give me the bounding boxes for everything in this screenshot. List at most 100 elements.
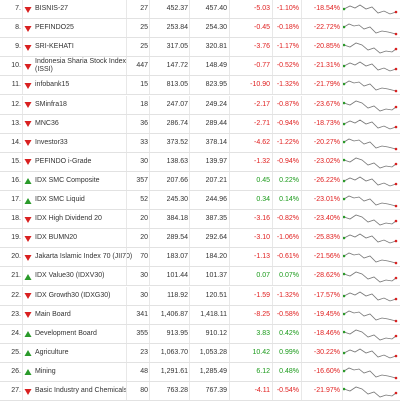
rank: 12. [11, 100, 21, 108]
column-divider [126, 248, 127, 267]
change-pct: 0.99% [279, 348, 299, 356]
sparkline [343, 214, 398, 226]
column-divider [272, 362, 273, 381]
last-value: 207.66 [166, 176, 188, 184]
change-pct: -0.58% [276, 310, 299, 318]
index-name: IDX BUMN20 [35, 234, 78, 242]
prev-value: 823.95 [205, 81, 227, 89]
arrow [24, 44, 32, 51]
column-divider [229, 362, 230, 381]
sparkline-path [343, 42, 397, 54]
table-row: 7. BISNIS-27 27 452.37 457.40 -5.03 -1.10% -18.… [0, 0, 400, 20]
prev-value: 1,285.49 [199, 367, 227, 375]
change-pct: -0.87% [276, 100, 299, 108]
ytd-pct: -18.46% [313, 329, 340, 337]
sparkline-start [343, 294, 346, 297]
change-pct: -1.10% [276, 5, 299, 13]
rank: 7. [15, 5, 21, 13]
ytd-pct: -23.02% [313, 157, 340, 165]
change-pct: -0.18% [276, 24, 299, 32]
column-divider [189, 152, 190, 171]
table-row: 10. Indonesia Sharia Stock Index (ISSI) 44… [0, 57, 400, 77]
down-arrow-icon [24, 44, 32, 51]
ytd-pct: -23.01% [313, 196, 340, 204]
table-row: 16. IDX SMC Composite 357 207.66 207.21 0.45 0… [0, 171, 400, 191]
change-pct: -0.61% [276, 253, 299, 261]
change: 0.07 [256, 272, 270, 280]
sparkline [343, 291, 398, 301]
constituents: 341 [136, 310, 148, 318]
last-value: 1,063.70 [160, 348, 188, 356]
sparkline-end [394, 67, 398, 71]
last-value: 138.63 [166, 157, 188, 165]
prev-value: 1,053.28 [199, 348, 227, 356]
prev-value: 292.64 [205, 234, 227, 242]
column-divider [342, 38, 343, 57]
last-value: 101.44 [166, 272, 188, 280]
prev-value: 320.81 [205, 43, 227, 51]
down-arrow-icon [24, 6, 32, 13]
last-value: 813.05 [166, 81, 188, 89]
change-pct: -0.52% [276, 62, 299, 70]
column-divider [229, 382, 230, 401]
ytd-pct: -23.67% [313, 100, 340, 108]
sparkline [343, 119, 398, 130]
column-divider [22, 57, 23, 76]
arrow [24, 121, 32, 128]
column-divider [126, 76, 127, 95]
sparkline-path [343, 329, 397, 341]
last-value: 1,291.61 [160, 367, 188, 375]
column-divider [272, 305, 273, 324]
change-pct: -0.82% [276, 215, 299, 223]
sparkline [343, 329, 398, 341]
sparkline-end [394, 376, 398, 380]
index-name: Mining [35, 367, 56, 375]
column-divider [342, 133, 343, 152]
rank: 18. [11, 215, 21, 223]
index-name: BISNIS-27 [35, 5, 69, 13]
ytd-pct: -28.62% [313, 272, 340, 280]
column-divider [22, 19, 23, 38]
column-divider [126, 229, 127, 248]
up-arrow-icon [24, 178, 32, 185]
table-row: 11. infobank15 15 813.05 823.95 -10.90 -1.32% -… [0, 76, 400, 96]
column-divider [229, 0, 230, 19]
down-arrow-icon [24, 102, 32, 108]
up-arrow-icon [24, 331, 32, 338]
ytd-pct: -18.54% [313, 5, 340, 13]
index-name: Agriculture [35, 348, 69, 356]
column-divider [126, 57, 127, 76]
sparkline-start [343, 312, 346, 315]
column-divider [126, 19, 127, 38]
index-name: Basic Industry and Chemicals [35, 387, 128, 395]
change: -3.16 [254, 215, 270, 223]
up-arrow-icon [24, 350, 32, 357]
down-arrow-icon [24, 63, 32, 70]
constituents: 80 [140, 387, 148, 395]
column-divider [126, 305, 127, 324]
column-divider [189, 362, 190, 381]
column-divider [342, 362, 343, 381]
table-row: 26. Mining 48 1,291.61 1,285.49 6.12 0.48% -16.… [0, 362, 400, 382]
sparkline [343, 176, 398, 187]
change-pct: -1.32% [276, 81, 299, 89]
column-divider [149, 171, 150, 190]
index-name: IDX SMC Composite [35, 176, 100, 184]
table-row: 8. PEFINDO25 25 253.84 254.30 -0.45 -0.18% -22.… [0, 19, 400, 39]
arrow [24, 312, 32, 319]
rank: 19. [11, 234, 21, 242]
index-name: SMinfra18 [35, 100, 67, 108]
index-name: SRI-KEHATI [35, 43, 74, 51]
column-divider [22, 171, 23, 190]
arrow [24, 197, 32, 204]
column-divider [189, 57, 190, 76]
sparkline-start [343, 215, 346, 219]
sparkline-path [343, 195, 397, 207]
column-divider [22, 133, 23, 152]
last-value: 763.28 [166, 387, 188, 395]
column-divider [126, 191, 127, 210]
column-divider [342, 229, 343, 248]
column-divider [342, 267, 343, 286]
prev-value: 910.12 [205, 329, 227, 337]
